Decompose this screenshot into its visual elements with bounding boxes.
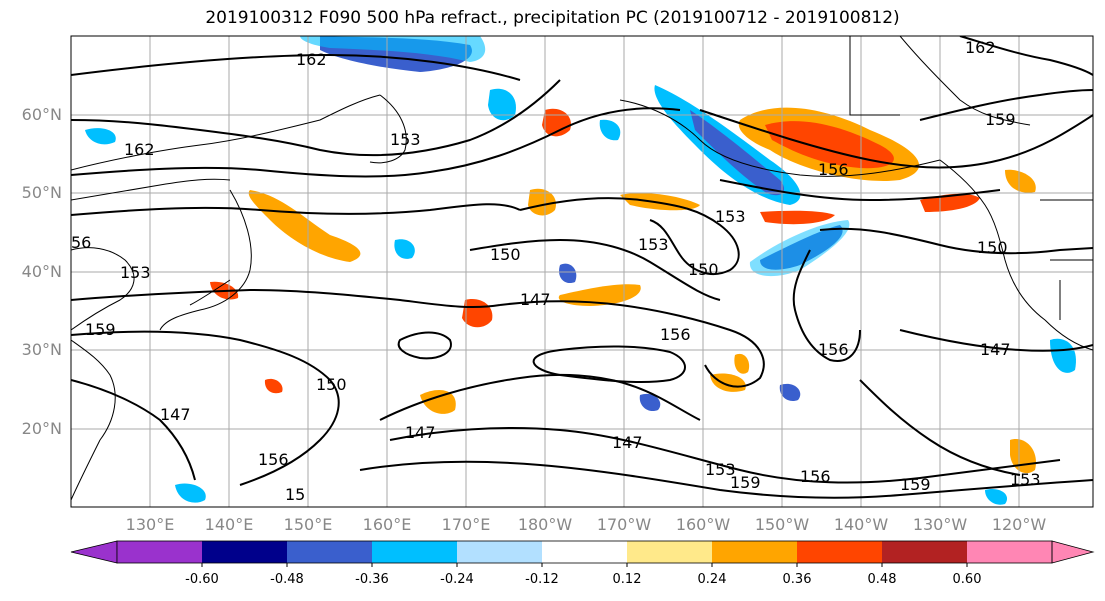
contour-label: 162 [124, 140, 155, 159]
lon-label: 120°W [991, 515, 1047, 534]
contour-label: 159 [900, 475, 931, 494]
contour-label: 153 [705, 460, 736, 479]
lat-label: 40°N [21, 262, 62, 281]
map-frame [70, 35, 1094, 508]
colorbar-segment [372, 541, 457, 563]
colorbar-tick-label: -0.12 [525, 572, 559, 587]
lat-label: 30°N [21, 340, 62, 359]
contour-label: 156 [818, 340, 849, 359]
colorbar-segment [287, 541, 372, 563]
colorbar-segment [1051, 540, 1095, 564]
colorbar-segment [967, 541, 1052, 563]
colorbar-segment [542, 541, 627, 563]
lat-label: 60°N [21, 105, 62, 124]
contour-label: 56 [71, 233, 91, 252]
contour-label: 159 [730, 473, 761, 492]
coastlines [71, 36, 1093, 501]
colorbar-segment [712, 541, 797, 563]
contour-label: 162 [965, 38, 996, 57]
lat-label: 50°N [21, 183, 62, 202]
lon-label: 150°E [283, 515, 333, 534]
colorbar-segment [457, 541, 542, 563]
lon-label: 140°W [833, 515, 889, 534]
colorbar [70, 540, 1095, 567]
colorbar-tick-label: 0.48 [867, 572, 897, 587]
colorbar-tick-label: 0.60 [952, 572, 982, 587]
colorbar-segment [202, 541, 287, 563]
colorbar-segment [117, 541, 202, 563]
contour-label: 153 [1010, 470, 1041, 489]
colorbar-segment [882, 541, 967, 563]
refractivity-contours [71, 36, 1093, 499]
lon-label: 130°E [125, 515, 175, 534]
contour-label: 15 [285, 485, 305, 504]
colorbar-tick-label: 0.24 [697, 572, 727, 587]
lon-label: 150°W [754, 515, 810, 534]
contour-label: 147 [160, 405, 191, 424]
contour-label: 159 [985, 110, 1016, 129]
contour-label: 153 [390, 130, 421, 149]
colorbar-segment [70, 540, 118, 564]
contour-label: 147 [980, 340, 1011, 359]
contour-label: 147 [520, 290, 551, 309]
contour-label: 153 [120, 263, 151, 282]
anomaly-shading [85, 36, 1076, 505]
contour-label: 156 [800, 467, 831, 486]
contour-label: 156 [258, 450, 289, 469]
colorbar-tick-label: -0.36 [355, 572, 389, 587]
contour-label: 162 [296, 50, 327, 69]
lon-label: 160°W [675, 515, 731, 534]
colorbar-tick-label: 0.36 [782, 572, 812, 587]
contour-labels: 162 162 162 159 159 156 156 156 156 153 … [71, 38, 1041, 504]
figure-title: 2019100312 F090 500 hPa refract., precip… [205, 8, 900, 28]
colorbar-tick-label: -0.48 [270, 572, 304, 587]
contour-label: 150 [490, 245, 521, 264]
contour-label: 156 [660, 325, 691, 344]
gridlines [71, 36, 1093, 507]
colorbar-tick-label: 0.12 [612, 572, 642, 587]
contour-label: 147 [612, 433, 643, 452]
lon-label: 140°E [204, 515, 254, 534]
contour-label: 153 [638, 235, 669, 254]
contour-label: 150 [688, 260, 719, 279]
lon-label: 180°W [517, 515, 573, 534]
lon-label: 170°W [596, 515, 652, 534]
contour-label: 150 [977, 238, 1008, 257]
contour-label: 147 [405, 423, 436, 442]
colorbar-tick-label: -0.60 [185, 572, 219, 587]
lat-label: 20°N [21, 419, 62, 438]
lon-label: 130°W [912, 515, 968, 534]
contour-label: 159 [85, 320, 116, 339]
contour-label: 156 [818, 160, 849, 179]
map-area: 162 162 162 159 159 156 156 156 156 153 … [71, 36, 1093, 507]
lon-label: 170°E [441, 515, 491, 534]
colorbar-segment [797, 541, 882, 563]
lon-label: 160°E [362, 515, 412, 534]
contour-label: 153 [715, 207, 746, 226]
contour-label: 150 [316, 375, 347, 394]
colorbar-segment [627, 541, 712, 563]
colorbar-tick-label: -0.24 [440, 572, 474, 587]
